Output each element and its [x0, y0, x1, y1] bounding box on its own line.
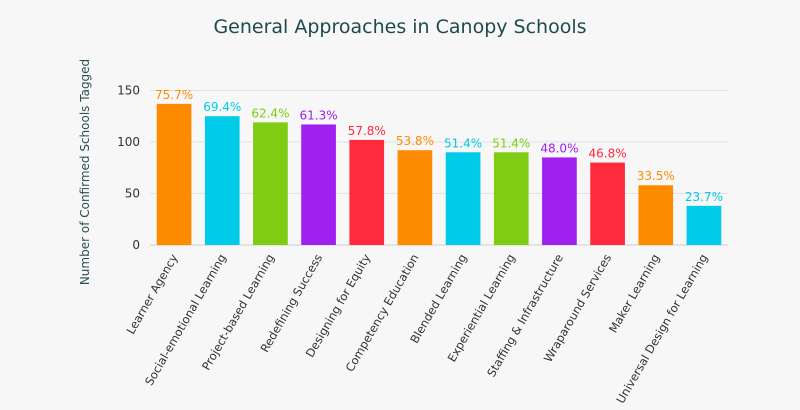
bar[interactable] — [253, 122, 288, 245]
bar[interactable] — [445, 152, 481, 245]
data-label: 75.7% — [155, 88, 193, 102]
data-label: 23.7% — [685, 190, 723, 204]
data-label: 69.4% — [203, 100, 241, 114]
bar[interactable] — [638, 185, 674, 245]
y-axis-label: Number of Confirmed Schools Tagged — [78, 59, 92, 285]
x-tick-label: Learner Agency — [123, 251, 180, 336]
y-tick-label: 0 — [132, 238, 140, 252]
data-label: 46.8% — [589, 147, 627, 161]
y-tick-label: 50 — [125, 186, 140, 200]
data-label: 57.8% — [348, 124, 386, 138]
data-label: 62.4% — [251, 106, 289, 120]
data-label: 48.0% — [540, 141, 578, 155]
data-label: 53.8% — [396, 134, 434, 148]
x-tick-label: Social-emotional Learning — [142, 252, 229, 388]
y-tick-label: 100 — [117, 135, 140, 149]
bar[interactable] — [301, 124, 336, 245]
data-label: 61.3% — [300, 108, 338, 122]
bar[interactable] — [686, 205, 722, 245]
x-tick-label: Maker Learning — [606, 252, 662, 336]
bar[interactable] — [397, 150, 433, 245]
y-tick-label: 150 — [117, 83, 140, 97]
data-label: 33.5% — [637, 169, 675, 183]
data-label: 51.4% — [492, 136, 530, 150]
bar[interactable] — [493, 152, 529, 245]
bars — [156, 103, 722, 246]
bar[interactable] — [156, 103, 192, 246]
y-axis-ticks: 0 50 100 150 — [117, 83, 140, 252]
data-label: 51.4% — [444, 136, 482, 150]
data-labels: 75.7% 69.4% 62.4% 61.3% 57.8% 53.8% 51.4% 51.4%… — [155, 88, 723, 204]
bar[interactable] — [204, 116, 240, 245]
chart-title: General Approaches in Canopy Schools — [213, 16, 586, 38]
bar[interactable] — [590, 162, 625, 245]
gridlines — [150, 89, 728, 246]
bar[interactable] — [349, 139, 385, 245]
bar[interactable] — [542, 157, 577, 245]
x-tick-label: Universal Design for Learning — [613, 252, 710, 406]
